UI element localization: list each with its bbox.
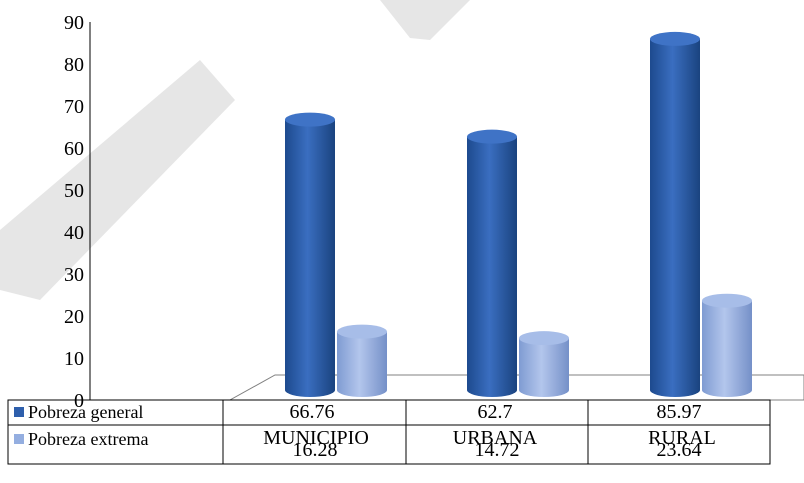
legend-label-pobreza-general: Pobreza general [28,402,143,422]
data-table-border [7,399,771,465]
y-tick-label: 60 [64,138,84,160]
data-table: Pobreza general Pobreza extrema MUNICIPI… [7,399,771,465]
bar-body [650,38,700,398]
y-tick-label: 30 [64,264,84,286]
bars [285,31,752,398]
bar-top [467,129,517,144]
y-tick-labels: 0 10 20 30 40 50 60 70 80 90 [64,12,84,412]
bar-body [702,300,752,397]
bar-pobreza-extrema-municipio [337,324,387,397]
bar-top [337,324,387,339]
bar-top [519,331,569,346]
bar-top [285,112,335,127]
y-tick-label: 90 [64,12,84,34]
legend-swatch-pobreza-general [14,407,24,417]
y-tick-label: 80 [64,54,84,76]
bar-top [650,31,700,46]
legend-swatch-pobreza-extrema [14,434,24,444]
bar-pobreza-general-municipio [285,112,335,397]
category-label-rural: RURAL [648,427,716,449]
bar-body [285,119,335,397]
background-watermark-top [380,0,470,40]
bar-pobreza-extrema-rural [702,293,752,397]
background-watermark [0,60,235,300]
legend-label-pobreza-extrema: Pobreza extrema [28,429,148,449]
bar-top [702,293,752,308]
bar-body [519,338,569,397]
y-tick-label: 20 [64,306,84,328]
bar-body [467,136,517,397]
y-tick-label: 0 [74,390,84,412]
table-value-general-municipio: 66.76 [290,401,335,423]
y-tick-label: 50 [64,180,84,202]
bar-pobreza-general-urbana [467,129,517,397]
table-value-extrema-urbana: 14.72 [475,439,520,461]
y-tick-label: 10 [64,348,84,370]
table-value-extrema-municipio: 16.28 [293,439,338,461]
y-axis: 0 10 20 30 40 50 60 70 80 90 [64,12,91,412]
table-value-general-rural: 85.97 [657,401,702,423]
y-tick-label: 70 [64,96,84,118]
bar-pobreza-extrema-urbana [519,331,569,397]
category-label-municipio: MUNICIPIO [263,427,369,449]
bar-pobreza-general-rural [650,31,700,398]
y-tick-label: 40 [64,222,84,244]
bar-body [337,331,387,397]
category-label-urbana: URBANA [453,427,538,449]
table-value-general-urbana: 62.7 [478,401,513,423]
table-value-extrema-rural: 23.64 [657,439,702,461]
